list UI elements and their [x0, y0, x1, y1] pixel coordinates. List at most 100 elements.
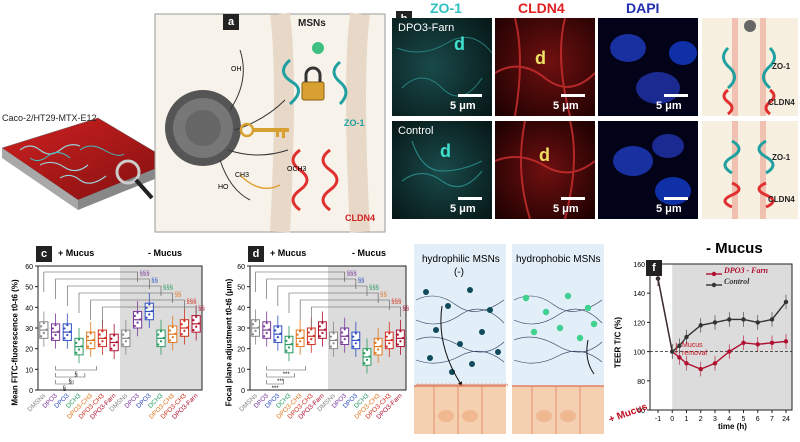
series-point-1	[727, 317, 732, 322]
data-point	[276, 335, 279, 339]
row1-label: DPO3-Farn	[398, 22, 455, 34]
data-point	[310, 328, 313, 331]
chart-d: 0102030405060DMSNsDPO3DPO3DCH3DPO3-CH3DP…	[237, 264, 409, 421]
y-tick-label: 40	[25, 305, 33, 312]
legend-farn-label: DPO3 - Farn	[724, 266, 769, 275]
panel-f: 60 80 100 120 140 160 -1 0 1 2 3 4 5 6 7 24 f - Mucus T…	[606, 240, 800, 437]
data-point	[133, 324, 136, 328]
sig-label: §§	[380, 292, 387, 298]
sig-bracket	[299, 299, 390, 320]
chart-f: 60 80 100 120 140 160 -1 0 1 2 3 4 5 6 7 24	[633, 262, 793, 423]
series-point-0	[684, 361, 689, 366]
data-point	[396, 333, 399, 336]
data-point	[310, 338, 313, 341]
data-point	[180, 333, 183, 336]
data-point	[374, 341, 377, 344]
plot-frame	[649, 263, 793, 411]
series-point-0	[769, 340, 775, 346]
sig-label: §§	[198, 306, 205, 312]
data-point	[192, 319, 195, 322]
data-point	[396, 343, 399, 346]
data-point	[86, 345, 90, 348]
panel-c-plus-mucus: + Mucus	[58, 248, 95, 258]
panel-f-ylabel: TEER T/C (%)	[613, 316, 623, 369]
panel-c-minus-mucus: - Mucus	[148, 248, 183, 258]
sig-bracket	[277, 285, 368, 306]
y-tick-label: 0	[241, 388, 245, 395]
sig-label: §§	[151, 278, 158, 284]
scale-label: 5 μm	[450, 100, 476, 112]
x-tick-label: 24	[782, 416, 790, 423]
panel-f-xlabel: time (h)	[718, 422, 747, 431]
data-point	[75, 351, 78, 354]
data-point	[113, 344, 116, 347]
legend-control-label: Control	[724, 277, 750, 286]
y-tick-label: 80	[637, 379, 645, 386]
y-tick-label: 20	[25, 347, 33, 354]
series-point-1	[677, 343, 682, 348]
data-point	[254, 319, 257, 323]
data-point	[329, 335, 333, 338]
panel-d-minus-mucus: - Mucus	[352, 248, 387, 258]
data-point	[113, 334, 116, 337]
series-point-1	[712, 320, 718, 325]
y-tick-label: 10	[237, 367, 245, 374]
sig-bracket-lower	[266, 373, 295, 378]
micro-cldn4-control: d 5 μm	[495, 121, 595, 219]
data-point	[363, 352, 366, 355]
sig-label: §§	[358, 278, 365, 284]
data-point	[321, 321, 324, 325]
sig-bracket	[255, 271, 346, 292]
data-point	[197, 322, 200, 325]
y-tick-label: 50	[237, 285, 245, 292]
y-tick-label: 20	[237, 347, 245, 354]
data-point	[299, 330, 302, 333]
micro-dapi-control: 5 μm	[598, 121, 698, 219]
data-point	[57, 330, 60, 333]
data-point	[77, 338, 81, 341]
sig-bracket	[102, 306, 197, 327]
panel-c-ylabel: Mean FITC-fluorescence t0-t6 (%)	[10, 279, 20, 406]
y-tick-label: 160	[633, 262, 645, 269]
data-point	[168, 329, 172, 332]
data-point	[133, 314, 136, 318]
data-point	[401, 336, 405, 340]
data-point	[365, 348, 369, 352]
y-tick-label: 30	[25, 326, 33, 333]
y-tick-label: 40	[237, 305, 245, 312]
data-point	[374, 351, 377, 354]
data-point	[122, 343, 125, 346]
x-tick-label: 1	[685, 416, 689, 423]
sig-bracket-lower	[55, 380, 74, 385]
scale-label: 5 μm	[553, 203, 579, 215]
hydrophilic-title: hydrophilic MSNs	[422, 254, 500, 265]
schematic-cldn4-label: CLDN4	[768, 195, 795, 204]
data-point	[363, 362, 366, 365]
x-tick-label: 5	[742, 416, 746, 423]
schematic-zo1-label: ZO-1	[772, 62, 791, 71]
series-point-0	[755, 342, 760, 347]
data-point	[51, 337, 54, 340]
data-point	[276, 326, 279, 329]
x-tick-label: 4	[727, 416, 731, 423]
x-tick-label: 2	[699, 416, 703, 423]
x-tick-label: 6	[756, 416, 760, 423]
data-point	[66, 324, 69, 327]
data-point	[101, 340, 104, 343]
data-point	[80, 345, 83, 348]
schematic-control: ZO-1 CLDN4	[702, 121, 798, 219]
data-point	[296, 333, 299, 336]
chem-label-ho: HO	[218, 184, 229, 191]
data-point	[192, 328, 195, 332]
micro-zo1-farn: DPO3-Farn d 5 μm	[392, 18, 492, 116]
sig-label: §§§	[186, 299, 196, 305]
sig-label: §§§	[369, 285, 379, 291]
scalebar	[561, 94, 585, 97]
data-point	[385, 335, 388, 338]
data-point	[171, 335, 174, 339]
data-point	[263, 325, 266, 328]
data-point	[285, 339, 288, 342]
data-point	[89, 332, 92, 335]
data-point	[357, 338, 360, 342]
data-point	[42, 331, 45, 335]
